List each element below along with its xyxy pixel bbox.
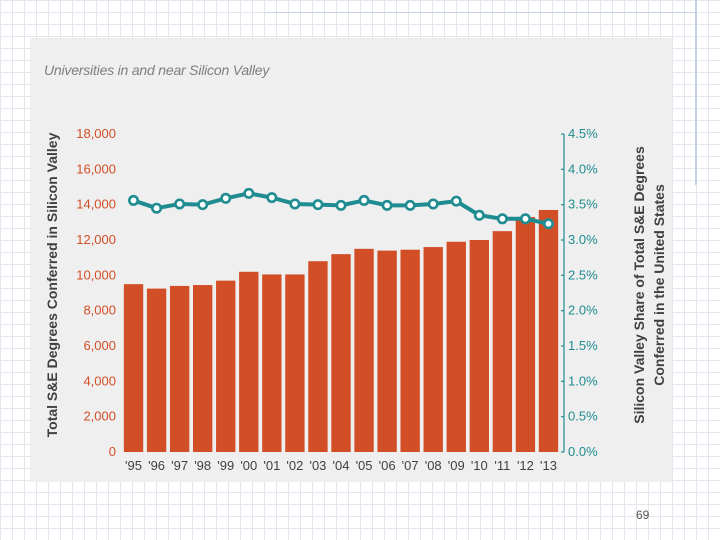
bar — [515, 217, 536, 452]
bar — [354, 248, 374, 452]
left-tick-label: 2,000 — [83, 409, 116, 424]
bar — [169, 285, 190, 452]
left-tick-label: 12,000 — [76, 232, 116, 247]
right-tick-label: 1.0% — [568, 373, 598, 388]
x-tick-label: '04 — [333, 458, 350, 473]
bar — [538, 209, 559, 452]
share-point — [220, 192, 232, 204]
share-point — [450, 195, 462, 207]
bar — [492, 231, 513, 452]
share-point — [243, 187, 255, 199]
left-tick-label: 10,000 — [76, 267, 116, 282]
x-tick-label: '07 — [402, 458, 419, 473]
right-axis-title-line2: Conferred in the United States — [651, 184, 667, 386]
x-tick-label: '00 — [240, 458, 257, 473]
share-point — [266, 192, 278, 204]
x-tick-label: '01 — [263, 458, 280, 473]
left-tick-label: 16,000 — [76, 161, 116, 176]
right-tick-label: 4.0% — [568, 161, 598, 176]
x-tick-label: '09 — [448, 458, 465, 473]
x-tick-label: '98 — [194, 458, 211, 473]
right-tick-label: 0.5% — [568, 409, 598, 424]
x-tick-label: '97 — [171, 458, 188, 473]
x-tick-label: '12 — [517, 458, 534, 473]
x-tick-label: '95 — [125, 458, 142, 473]
share-point — [381, 199, 393, 211]
bar — [308, 261, 328, 452]
right-tick-label: 2.5% — [568, 267, 598, 282]
share-point — [358, 194, 370, 206]
bar — [377, 250, 397, 452]
bar — [239, 271, 259, 452]
share-point — [427, 198, 439, 210]
right-tick-label: 3.0% — [568, 232, 598, 247]
bar — [193, 285, 213, 452]
x-tick-label: '03 — [309, 458, 326, 473]
chart-panel: Universities in and near Silicon Valley … — [30, 38, 672, 482]
x-tick-label: '13 — [540, 458, 557, 473]
left-tick-label: 4,000 — [83, 373, 116, 388]
right-tick-label: 1.5% — [568, 338, 598, 353]
right-tick-label: 0.0% — [568, 444, 598, 459]
bar — [146, 288, 167, 452]
share-point — [197, 199, 209, 211]
share-point — [473, 209, 485, 221]
share-point — [335, 199, 347, 211]
left-tick-label: 8,000 — [83, 303, 116, 318]
bar — [123, 284, 144, 452]
bar — [400, 249, 420, 452]
slide-top-decoration — [265, 0, 695, 13]
x-tick-label: '11 — [494, 458, 510, 473]
share-point — [519, 213, 531, 225]
left-tick-label: 6,000 — [83, 338, 116, 353]
bar — [446, 241, 466, 452]
left-tick-label: 0 — [109, 444, 116, 459]
x-tick-label: '10 — [471, 458, 488, 473]
right-tick-label: 4.5% — [568, 126, 598, 141]
share-point — [151, 202, 163, 214]
share-point — [289, 198, 301, 210]
bar — [423, 247, 443, 452]
x-tick-label: '96 — [148, 458, 165, 473]
right-axis-title-line1: Silicon Valley Share of Total S&E Degree… — [631, 146, 647, 424]
slide-right-decoration — [695, 0, 697, 185]
left-axis-title: Total S&E Degrees Conferred in Silicon V… — [44, 132, 60, 437]
x-tick-label: '02 — [286, 458, 303, 473]
bar — [262, 274, 282, 452]
left-tick-label: 18,000 — [76, 126, 116, 141]
share-point — [542, 218, 554, 230]
x-tick-label: '99 — [217, 458, 234, 473]
right-tick-label: 2.0% — [568, 303, 598, 318]
x-tick-label: '05 — [356, 458, 373, 473]
right-tick-label: 3.5% — [568, 197, 598, 212]
left-tick-label: 14,000 — [76, 197, 116, 212]
share-point — [496, 213, 508, 225]
bar — [216, 280, 236, 452]
chart-title: Universities in and near Silicon Valley — [44, 62, 270, 78]
share-point — [128, 194, 140, 206]
share-point — [312, 199, 324, 211]
bar — [285, 274, 305, 452]
x-tick-label: '08 — [425, 458, 442, 473]
x-tick-label: '06 — [379, 458, 396, 473]
page-number: 69 — [636, 508, 650, 522]
combo-chart: 0 2,000 4,000 6,000 8,000 10,000 12,000 14,000 1… — [44, 126, 667, 473]
bar — [469, 240, 489, 452]
bar — [331, 254, 351, 452]
share-point — [174, 198, 186, 210]
share-point — [404, 199, 416, 211]
